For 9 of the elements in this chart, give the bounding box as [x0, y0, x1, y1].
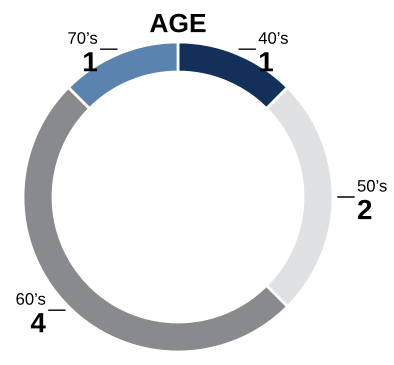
data-label: 4: [30, 313, 46, 332]
data-label: 2: [358, 200, 372, 220]
data-label: 1: [260, 52, 273, 72]
slice-label: 60’s: [16, 293, 46, 305]
slice-label: 40’s: [258, 32, 288, 44]
data-label: 1: [84, 52, 97, 72]
chart-title: AGE: [150, 14, 206, 32]
slice-label: 70’s: [68, 32, 98, 44]
slice-label: 50’s: [358, 180, 387, 192]
